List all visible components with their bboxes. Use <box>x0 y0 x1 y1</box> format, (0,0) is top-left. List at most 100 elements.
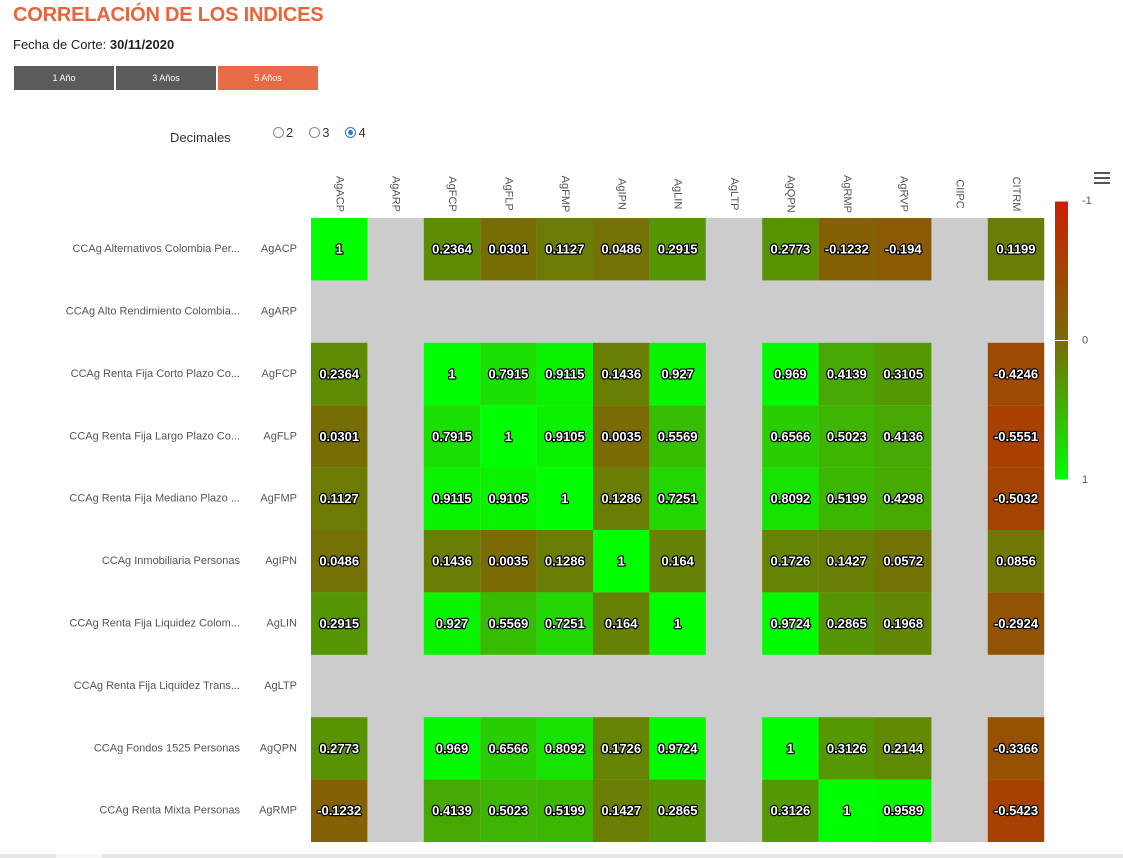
row-name-label: CCAg Renta Fija Corto Plazo Co... <box>71 368 240 380</box>
row-code-label: AgRMP <box>259 805 297 817</box>
cell-value-label: 0.9105 <box>545 429 585 444</box>
color-scale-label: -1 <box>1082 195 1092 207</box>
heatmap-cell <box>875 779 932 842</box>
fecha-corte: Fecha de Corte: 30/11/2020 <box>13 37 174 52</box>
row-name-label: CCAg Alternativos Colombia Per... <box>72 243 240 255</box>
cell-value-label: 0.7915 <box>489 366 529 381</box>
cell-value-label: 0.1286 <box>545 554 585 569</box>
row-name-label: CCAg Renta Fija Mediano Plazo ... <box>69 493 240 505</box>
color-scale-label: 1 <box>1082 474 1088 486</box>
heatmap-cell <box>593 342 650 406</box>
heatmap-cell <box>987 592 1045 655</box>
decimales-radio-4[interactable]: 4 <box>345 125 366 140</box>
cell-value-label: 1 <box>336 242 343 257</box>
decimales-radio-group: 2 3 4 <box>273 125 366 140</box>
heatmap-cell <box>423 530 481 593</box>
hamburger-menu-icon[interactable] <box>1094 172 1110 186</box>
heatmap-cell <box>762 717 819 780</box>
cell-value-label: 1 <box>561 491 568 506</box>
heatmap-cell <box>593 530 650 593</box>
heatmap-cell <box>762 467 819 530</box>
horizontal-scrollbar[interactable] <box>0 854 1123 858</box>
cell-value-label: 0.8092 <box>545 741 585 756</box>
decimales-radio-3[interactable]: 3 <box>309 125 329 140</box>
column-label: AgRMP <box>841 175 853 213</box>
heatmap-cell <box>649 717 706 780</box>
column-label: CITRM <box>1010 177 1022 212</box>
period-button-1-ano[interactable]: 1 Año <box>14 66 114 90</box>
cell-value-label: 0.1427 <box>827 554 867 569</box>
cell-value-label: 0.1726 <box>601 741 641 756</box>
cell-value-label: 0.2364 <box>432 242 473 257</box>
cell-value-label: 1 <box>843 803 850 818</box>
heatmap-cell <box>762 405 819 468</box>
column-label: AgFCP <box>446 176 458 211</box>
heatmap-cell <box>311 530 368 593</box>
heatmap-cell <box>649 405 706 468</box>
heatmap-cell <box>987 405 1045 468</box>
cell-value-label: 0.5199 <box>545 803 585 818</box>
cell-value-label: 0.9724 <box>771 616 812 631</box>
row-code-label: AgFCP <box>262 368 297 380</box>
heatmap-cell <box>593 467 650 530</box>
cell-value-label: 0.9724 <box>658 741 699 756</box>
heatmap-cell <box>875 218 932 281</box>
row-code-label: AgACP <box>261 243 297 255</box>
heatmap-cell <box>818 779 875 842</box>
cell-value-label: 0.0572 <box>883 554 923 569</box>
row-name-label: CCAg Inmobiliaria Personas <box>102 555 241 567</box>
row-name-label: CCAg Renta Fija Largo Plazo Co... <box>69 430 240 442</box>
cell-value-label: -0.5551 <box>994 429 1038 444</box>
column-label: AgLTP <box>728 178 740 211</box>
heatmap-cell <box>423 467 481 530</box>
cell-value-label: 1 <box>448 366 455 381</box>
cell-value-label: 0.2915 <box>658 242 698 257</box>
heatmap-cell <box>480 467 537 530</box>
column-label: AgQPN <box>784 175 796 212</box>
heatmap-cell <box>987 342 1045 406</box>
column-label: AgFMP <box>559 176 571 213</box>
scrollbar-thumb[interactable] <box>56 854 102 858</box>
heatmap-cell <box>480 218 537 281</box>
period-button-5-anos[interactable]: 5 Años <box>218 66 318 90</box>
column-label: AgIPN <box>615 178 627 210</box>
heatmap-cell <box>311 717 368 780</box>
heatmap-cell <box>423 779 481 842</box>
decimales-option-label: 2 <box>286 125 294 140</box>
heatmap-cell <box>480 717 537 780</box>
heatmap-cell <box>536 592 593 655</box>
heatmap-cell <box>818 592 875 655</box>
cell-value-label: 0.7251 <box>545 616 585 631</box>
heatmap-cell <box>480 592 537 655</box>
radio-circle-icon[interactable] <box>273 127 284 138</box>
heatmap-cell <box>987 530 1045 593</box>
cell-value-label: 1 <box>618 554 625 569</box>
heatmap-cell <box>311 592 368 655</box>
heatmap-cell <box>536 218 593 281</box>
cell-value-label: -0.1232 <box>317 803 361 818</box>
cell-value-label: 0.2773 <box>771 242 811 257</box>
heatmap-cell <box>762 779 819 842</box>
cell-value-label: 0.0301 <box>319 429 359 444</box>
cell-value-label: 0.2364 <box>319 366 360 381</box>
row-name-label: CCAg Fondos 1525 Personas <box>94 742 241 754</box>
cell-value-label: -0.1232 <box>825 242 869 257</box>
heatmap-cell <box>536 779 593 842</box>
radio-circle-selected-icon[interactable] <box>345 127 357 138</box>
period-button-3-anos[interactable]: 3 Años <box>116 66 216 90</box>
cell-value-label: 0.0301 <box>489 242 529 257</box>
cell-value-label: 0.3126 <box>827 741 867 756</box>
heatmap-cell <box>875 467 932 530</box>
cell-value-label: 0.4139 <box>827 366 867 381</box>
cell-value-label: 0.2865 <box>827 616 867 631</box>
cell-value-label: 0.5569 <box>489 616 529 631</box>
column-label: AgRVP <box>897 176 909 212</box>
heatmap-cell <box>762 218 819 281</box>
decimales-radio-2[interactable]: 2 <box>273 125 293 140</box>
radio-circle-icon[interactable] <box>309 127 321 138</box>
heatmap-cell <box>536 342 593 406</box>
color-scale-label: 0 <box>1082 334 1088 346</box>
row-name-label: CCAg Renta Mixta Personas <box>99 805 240 817</box>
cell-value-label: 0.9115 <box>432 491 471 506</box>
heatmap-cell <box>480 342 537 406</box>
